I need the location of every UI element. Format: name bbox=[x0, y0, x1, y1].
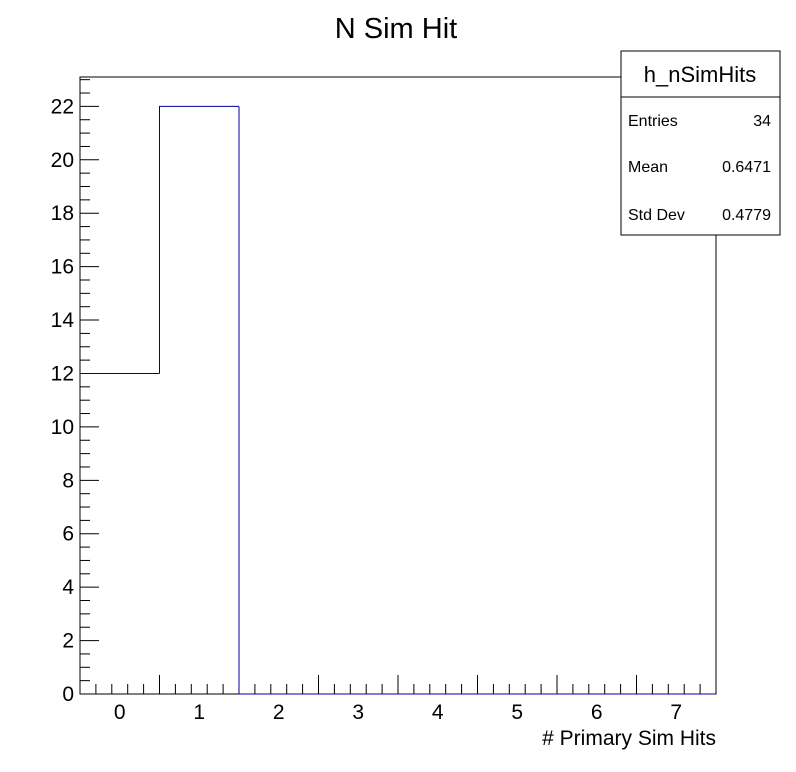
y-tick-label: 10 bbox=[51, 416, 74, 439]
histogram-bin-1 bbox=[159, 105, 239, 374]
x-tick-label: 0 bbox=[114, 701, 126, 724]
x-tick-label: 2 bbox=[273, 701, 285, 724]
x-tick-label: 3 bbox=[352, 701, 364, 724]
stats-mean-value: 0.6471 bbox=[722, 159, 771, 176]
stats-box-frame bbox=[620, 50, 781, 236]
y-tick-label: 2 bbox=[62, 630, 74, 653]
x-tick-label: 1 bbox=[193, 701, 205, 724]
histogram-bin-2 bbox=[238, 106, 319, 695]
y-axis: 0 2 4 6 8 10 12 14 16 18 20 22 bbox=[51, 79, 99, 706]
histogram-series bbox=[80, 105, 716, 695]
y-tick-label: 22 bbox=[51, 95, 74, 118]
y-tick-label: 6 bbox=[62, 523, 74, 546]
stats-stddev-label: Std Dev bbox=[628, 207, 685, 224]
stats-box-title: h_nSimHits bbox=[644, 62, 756, 87]
y-tick-label: 4 bbox=[62, 576, 74, 599]
x-tick-label: 5 bbox=[511, 701, 523, 724]
y-tick-label: 8 bbox=[62, 469, 74, 492]
x-tick-label: 4 bbox=[432, 701, 444, 724]
x-tick-label: 7 bbox=[670, 701, 682, 724]
y-tick-label: 18 bbox=[51, 202, 74, 225]
x-axis: 0 1 2 3 4 5 6 7 bbox=[79, 675, 717, 724]
y-tick-label: 20 bbox=[51, 149, 74, 172]
stats-box: h_nSimHits Entries 34 Mean 0.6471 Std De… bbox=[620, 50, 781, 236]
x-tick-label: 6 bbox=[591, 701, 603, 724]
stats-mean-label: Mean bbox=[628, 159, 668, 176]
stats-entries-value: 34 bbox=[753, 113, 771, 130]
y-tick-label: 16 bbox=[51, 256, 74, 279]
stats-stddev-value: 0.4779 bbox=[722, 207, 771, 224]
y-tick-label: 12 bbox=[51, 362, 74, 385]
y-tick-label: 14 bbox=[51, 309, 75, 332]
stats-entries-label: Entries bbox=[628, 113, 678, 130]
y-tick-label: 0 bbox=[62, 683, 74, 706]
chart-title: N Sim Hit bbox=[335, 13, 457, 45]
x-axis-title: # Primary Sim Hits bbox=[542, 727, 716, 750]
